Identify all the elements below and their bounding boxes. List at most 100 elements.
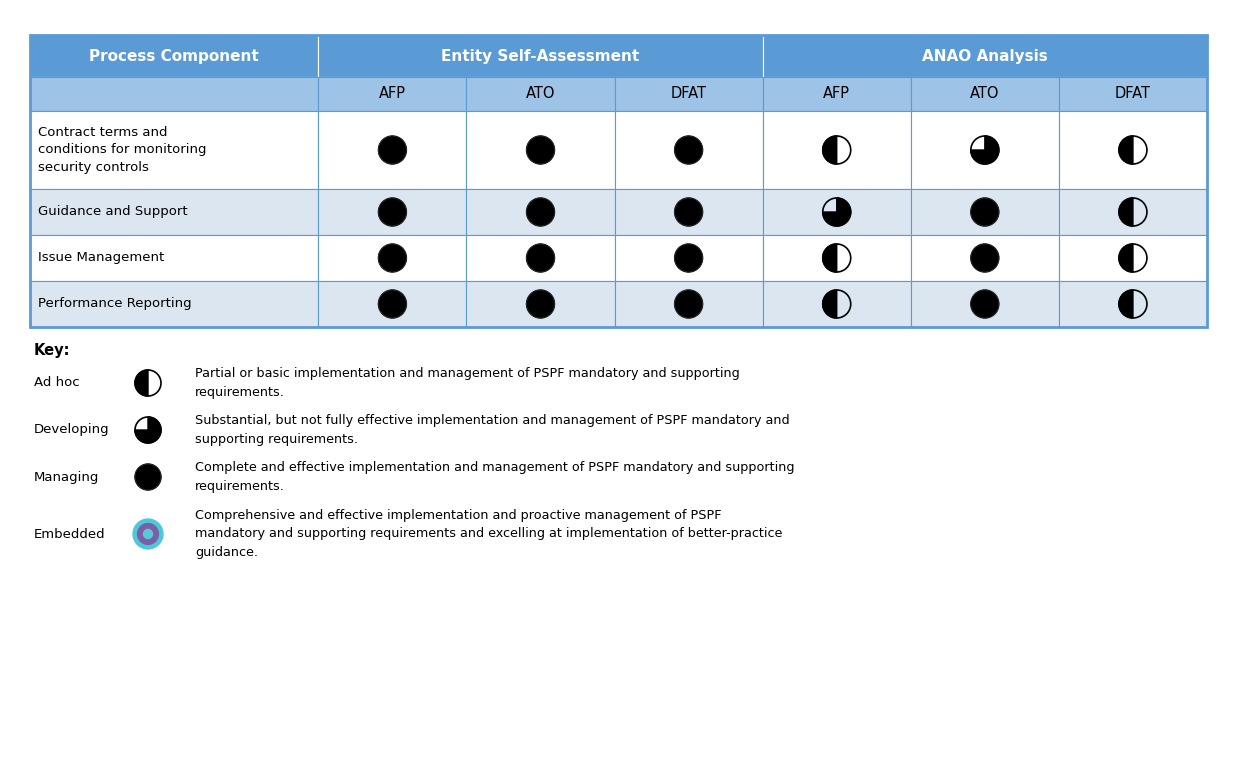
Text: Ad hoc: Ad hoc [33,377,79,390]
FancyBboxPatch shape [1059,189,1207,235]
Wedge shape [823,244,836,272]
Circle shape [527,290,554,318]
FancyBboxPatch shape [30,235,318,281]
Text: DFAT: DFAT [670,86,706,102]
FancyBboxPatch shape [318,235,466,281]
FancyBboxPatch shape [318,35,763,77]
FancyBboxPatch shape [466,77,615,111]
FancyBboxPatch shape [763,281,910,327]
Circle shape [134,519,163,549]
Text: AFP: AFP [824,86,850,102]
FancyBboxPatch shape [466,189,615,235]
Circle shape [527,244,554,272]
Wedge shape [823,290,836,318]
FancyBboxPatch shape [466,111,615,189]
Circle shape [143,530,152,538]
FancyBboxPatch shape [910,189,1059,235]
FancyBboxPatch shape [615,189,763,235]
FancyBboxPatch shape [30,281,318,327]
Circle shape [137,524,158,544]
Text: Process Component: Process Component [89,49,259,63]
Circle shape [823,244,851,272]
FancyBboxPatch shape [910,111,1059,189]
Circle shape [971,136,998,164]
Circle shape [379,136,407,164]
Circle shape [379,244,407,272]
FancyBboxPatch shape [615,111,763,189]
FancyBboxPatch shape [910,281,1059,327]
Text: Substantial, but not fully effective implementation and management of PSPF manda: Substantial, but not fully effective imp… [195,414,789,446]
Text: ANAO Analysis: ANAO Analysis [922,49,1048,63]
Circle shape [674,244,703,272]
Text: Developing: Developing [33,424,110,437]
Text: Managing: Managing [33,470,99,484]
Wedge shape [1119,244,1133,272]
Text: Contract terms and
conditions for monitoring
security controls: Contract terms and conditions for monito… [38,126,207,175]
FancyBboxPatch shape [615,281,763,327]
Circle shape [1119,244,1147,272]
Text: DFAT: DFAT [1115,86,1150,102]
FancyBboxPatch shape [1059,77,1207,111]
Wedge shape [135,417,161,443]
Circle shape [674,290,703,318]
FancyBboxPatch shape [763,35,1207,77]
FancyBboxPatch shape [466,235,615,281]
FancyBboxPatch shape [763,235,910,281]
FancyBboxPatch shape [318,281,466,327]
FancyBboxPatch shape [1059,235,1207,281]
Wedge shape [1119,136,1133,164]
Wedge shape [971,136,998,164]
Circle shape [971,290,998,318]
FancyBboxPatch shape [1059,281,1207,327]
FancyBboxPatch shape [318,189,466,235]
Circle shape [135,370,161,396]
FancyBboxPatch shape [1059,111,1207,189]
Text: ATO: ATO [970,86,999,102]
Circle shape [971,244,998,272]
Wedge shape [1119,198,1133,226]
Circle shape [379,290,407,318]
FancyBboxPatch shape [466,281,615,327]
Circle shape [971,198,998,226]
FancyBboxPatch shape [615,235,763,281]
Text: ATO: ATO [526,86,555,102]
Text: Complete and effective implementation and management of PSPF mandatory and suppo: Complete and effective implementation an… [195,461,794,493]
Circle shape [527,136,554,164]
Circle shape [527,198,554,226]
Text: Partial or basic implementation and management of PSPF mandatory and supporting
: Partial or basic implementation and mana… [195,367,740,399]
Circle shape [674,136,703,164]
Circle shape [379,198,407,226]
Text: Issue Management: Issue Management [38,252,165,265]
FancyBboxPatch shape [910,77,1059,111]
Circle shape [1119,136,1147,164]
Wedge shape [1119,290,1133,318]
FancyBboxPatch shape [763,111,910,189]
FancyBboxPatch shape [763,189,910,235]
Circle shape [135,464,161,490]
Circle shape [1119,290,1147,318]
FancyBboxPatch shape [30,189,318,235]
FancyBboxPatch shape [318,111,466,189]
Circle shape [674,198,703,226]
FancyBboxPatch shape [30,77,318,111]
Text: Entity Self-Assessment: Entity Self-Assessment [442,49,640,63]
Text: Key:: Key: [33,343,71,358]
Text: Comprehensive and effective implementation and proactive management of PSPF
mand: Comprehensive and effective implementati… [195,509,782,559]
Text: Embedded: Embedded [33,527,105,541]
Circle shape [823,198,851,226]
Text: AFP: AFP [379,86,406,102]
Text: Performance Reporting: Performance Reporting [38,297,192,310]
Text: Guidance and Support: Guidance and Support [38,206,188,219]
FancyBboxPatch shape [30,35,318,77]
FancyBboxPatch shape [763,77,910,111]
FancyBboxPatch shape [615,77,763,111]
FancyBboxPatch shape [30,111,318,189]
Circle shape [823,136,851,164]
FancyBboxPatch shape [318,77,466,111]
Circle shape [1119,198,1147,226]
Circle shape [823,290,851,318]
Wedge shape [135,370,148,396]
Wedge shape [823,198,851,226]
FancyBboxPatch shape [910,235,1059,281]
Circle shape [135,417,161,443]
